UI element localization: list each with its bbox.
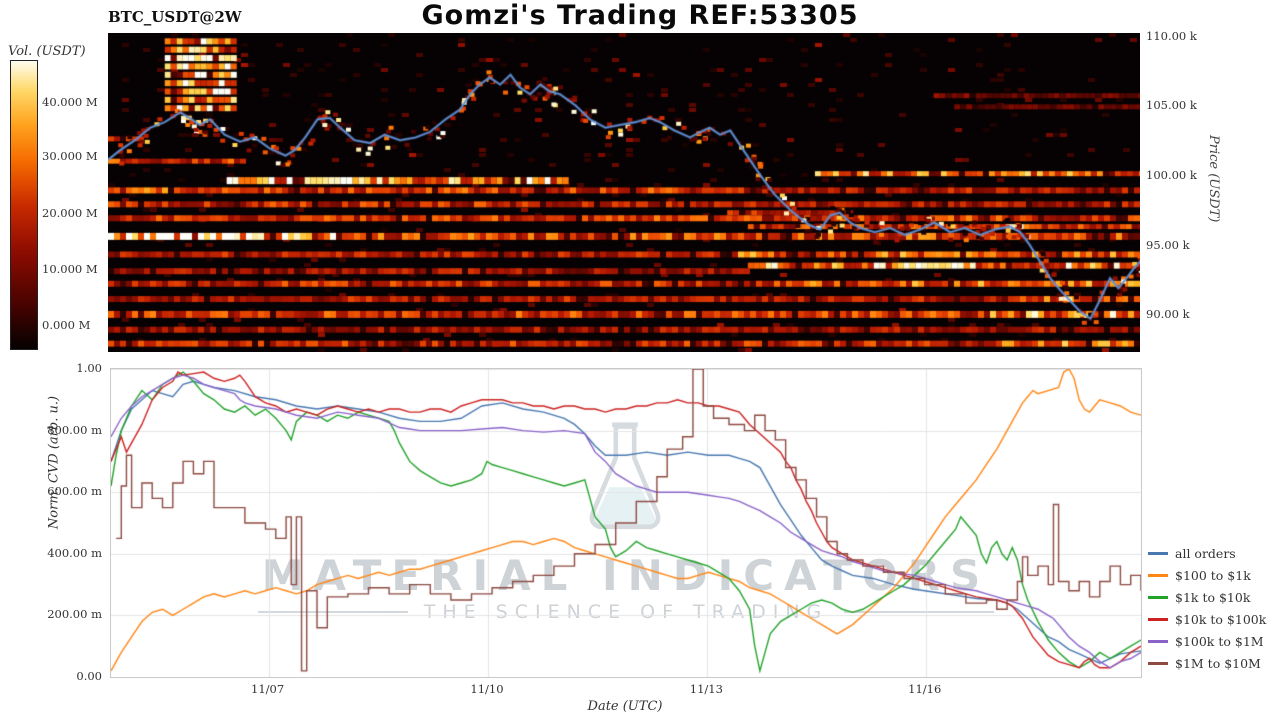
legend-swatch [1148,661,1168,665]
legend-item: $1k to $10k [1148,586,1274,608]
legend-label: $1M to $10M [1175,655,1261,671]
cvd-y-tick-label: 800.00 m [47,422,102,437]
cvd-panel: MATERIAL INDICATORS THE SCIENCE OF TRADI… [110,368,1142,678]
price-tick-label: 105.00 k [1146,98,1197,113]
legend-label: $100k to $1M [1175,633,1264,649]
legend-label: all orders [1175,545,1236,561]
date-tick-label: 11/07 [251,682,285,696]
legend-swatch [1148,639,1168,643]
volume-colorbar [10,60,38,350]
legend-swatch [1148,551,1168,555]
cvd-chart-canvas [111,369,1141,677]
price-tick-label: 90.00 k [1146,307,1190,322]
cvd-y-tick-label: 600.00 m [47,484,102,499]
legend-swatch [1148,573,1168,577]
date-tick-label: 11/13 [689,682,723,696]
legend-item: $1M to $10M [1148,652,1274,674]
volume-heatmap-panel [108,33,1140,352]
legend-label: $100 to $1k [1175,567,1251,583]
price-tick-label: 95.00 k [1146,237,1190,252]
colorbar-tick-label: 30.000 M [42,149,98,164]
legend-label: $1k to $10k [1175,589,1251,605]
legend: all orders $100 to $1k $1k to $10k $10k to … [1148,542,1274,674]
colorbar-tick-label: 10.000 M [42,261,98,276]
price-axis-title: Price (USDT) [1206,135,1221,223]
cvd-y-tick-label: 200.00 m [47,607,102,622]
legend-item: $100k to $1M [1148,630,1274,652]
colorbar-tick-label: 0.000 M [42,317,91,332]
page-title: Gomzi's Trading REF:53305 [421,0,859,31]
cvd-y-axis-title: Norm. CVD (arb. u.) [46,395,62,530]
date-tick-label: 11/10 [470,682,504,696]
colorbar-title: Vol. (USDT) [8,44,86,59]
date-axis-title: Date (UTC) [587,699,663,714]
legend-item: $100 to $1k [1148,564,1274,586]
colorbar-tick-label: 20.000 M [42,205,98,220]
cvd-y-tick-label: 400.00 m [47,545,102,560]
price-tick-label: 100.00 k [1146,168,1197,183]
price-tick-label: 110.00 k [1146,28,1197,43]
volume-heatmap-canvas [108,33,1140,352]
legend-item: all orders [1148,542,1274,564]
cvd-y-tick-label: 1.00 [76,361,102,375]
legend-swatch [1148,595,1168,599]
date-tick-label: 11/16 [908,682,942,696]
symbol-label: BTC_USDT@2W [108,8,242,26]
legend-label: $10k to $100k [1175,611,1267,627]
legend-swatch [1148,617,1168,621]
colorbar-tick-label: 40.000 M [42,94,98,109]
cvd-y-tick-label: 0.00 [76,669,102,683]
legend-item: $10k to $100k [1148,608,1274,630]
